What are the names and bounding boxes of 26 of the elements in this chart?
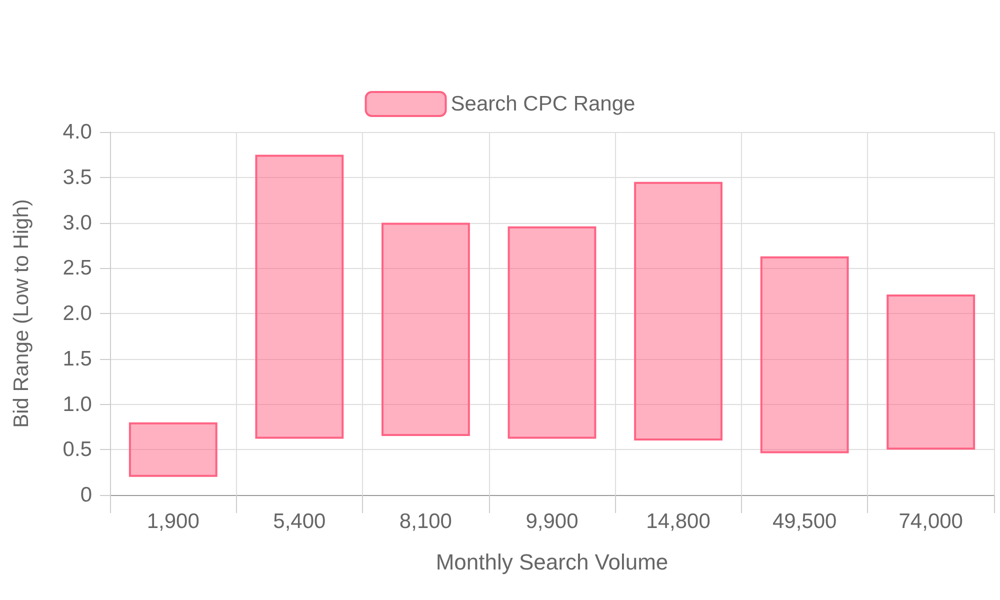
x-tick-label: 14,800 — [646, 510, 710, 533]
y-tick-label: 3.0 — [62, 211, 92, 234]
bar — [382, 222, 470, 436]
y-tick-label: 2.0 — [62, 302, 92, 325]
y-tick-label: 0.5 — [62, 438, 92, 462]
x-tick-label: 74,000 — [898, 510, 963, 533]
bar — [886, 294, 976, 450]
bar — [760, 256, 849, 454]
x-tick-label: 1,900 — [146, 510, 200, 533]
x-tick-label: 49,500 — [772, 510, 837, 533]
y-tick-label: 2.5 — [62, 256, 92, 280]
bar — [255, 154, 344, 439]
x-tick-label: 9,900 — [526, 510, 578, 533]
y-tick-label: 1.5 — [62, 347, 92, 370]
x-axis-title: Monthly Search Volume — [436, 550, 668, 574]
x-tick-label: 5,400 — [273, 510, 326, 533]
y-tick-label: 0 — [80, 484, 92, 506]
x-tick-label: 8,100 — [399, 510, 452, 533]
y-tick-label: 4.0 — [62, 120, 92, 144]
bar — [508, 226, 596, 439]
y-tick-label: 1.0 — [62, 392, 92, 416]
bar — [128, 422, 218, 477]
y-tick-label: 3.5 — [62, 166, 92, 189]
bar — [634, 182, 722, 441]
legend-label: Search CPC Range — [450, 92, 636, 116]
y-axis-title: Bid Range (Low to High) — [10, 199, 33, 428]
